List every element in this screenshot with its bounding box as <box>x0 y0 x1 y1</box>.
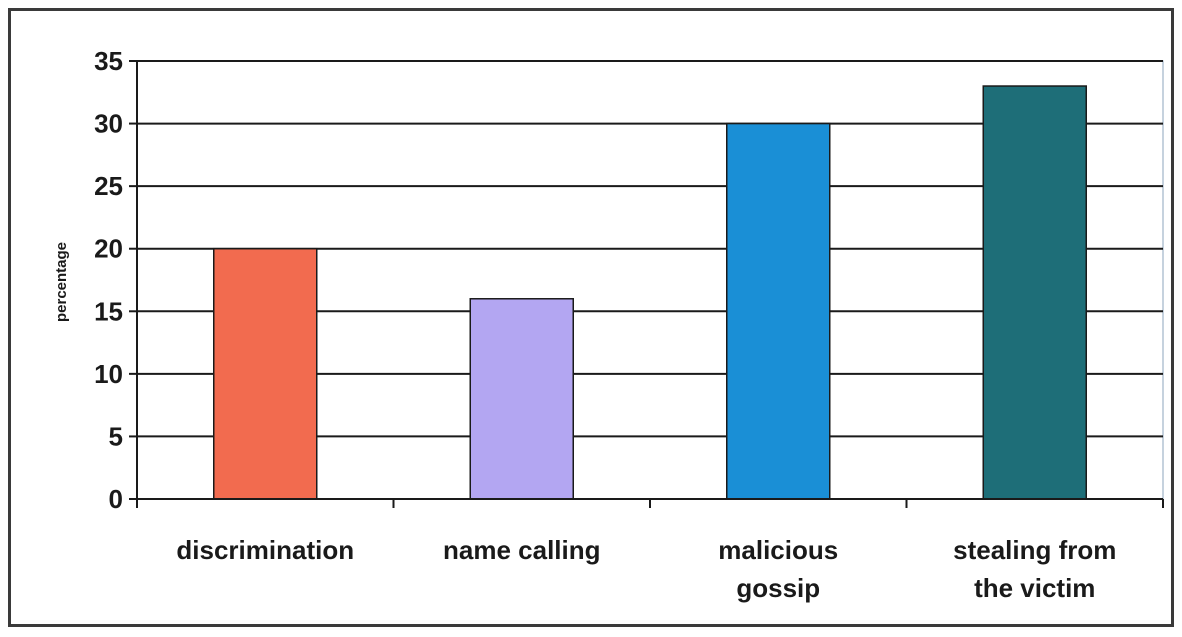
bar <box>469 298 574 500</box>
y-tick-label: 15 <box>94 296 123 326</box>
y-tick-label: 30 <box>94 109 123 139</box>
y-tick-label: 0 <box>109 484 123 514</box>
bar <box>213 247 318 500</box>
y-tick-label: 5 <box>109 421 123 451</box>
x-category-label-line: gossip <box>736 573 820 603</box>
x-category-label-line: discrimination <box>176 535 354 565</box>
bar <box>982 85 1087 500</box>
y-tick-label: 20 <box>94 234 123 264</box>
y-tick-label: 25 <box>94 171 123 201</box>
x-category-label-line: malicious <box>718 535 838 565</box>
x-category-label-line: the victim <box>974 573 1095 603</box>
x-category-label: discrimination <box>176 535 354 565</box>
y-axis-title: percentage <box>53 242 70 322</box>
x-category-label-line: stealing from <box>953 535 1116 565</box>
x-category-label-line: name calling <box>443 535 601 565</box>
bars <box>213 85 1087 500</box>
labels: 0 5 10 15 20 25 30 35 discrimination name calling… <box>94 46 1116 603</box>
x-category-label: stealing from the victim <box>953 535 1116 603</box>
bar <box>726 122 831 500</box>
y-tick-label: 35 <box>94 46 123 76</box>
chart-frame <box>8 8 1174 627</box>
y-tick-label: 10 <box>94 359 123 389</box>
axes <box>129 60 1164 508</box>
x-category-label: name calling <box>443 535 601 565</box>
x-category-label: malicious gossip <box>718 535 838 603</box>
